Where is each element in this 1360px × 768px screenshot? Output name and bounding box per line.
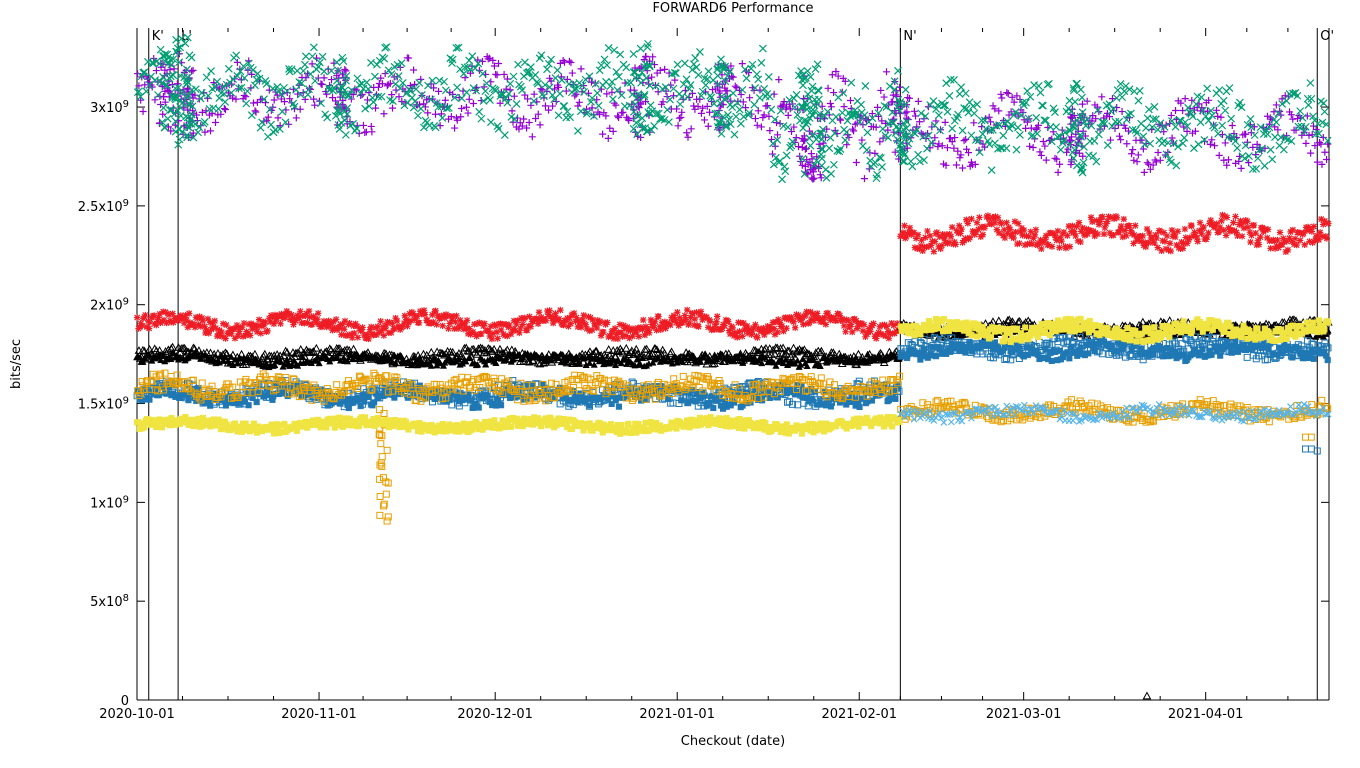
- y-tick-label: 2.5x109: [78, 197, 129, 215]
- x-tick-label: 2020-12-01: [457, 707, 533, 722]
- x-tick-label: 2021-01-01: [639, 707, 715, 722]
- x-tick-label: 2020-10-01: [99, 707, 175, 722]
- performance-chart: FORWARD6 Performance 05x1081x1091.5x1092…: [0, 0, 1360, 768]
- x-tick-label: 2021-04-01: [1168, 707, 1244, 722]
- x-tick-label: 2021-02-01: [821, 707, 897, 722]
- vmarker-label: K': [152, 29, 164, 44]
- vmarker-label: O': [1320, 29, 1334, 44]
- y-axis-label: bits/sec: [9, 339, 24, 389]
- x-tick-label: 2021-03-01: [986, 707, 1062, 722]
- chart-title: FORWARD6 Performance: [652, 1, 813, 16]
- x-axis-label: Checkout (date): [681, 734, 785, 749]
- x-tick-label: 2020-11-01: [281, 707, 357, 722]
- vmarker-label: N': [903, 29, 916, 44]
- y-tick-label: 1.5x109: [78, 395, 129, 413]
